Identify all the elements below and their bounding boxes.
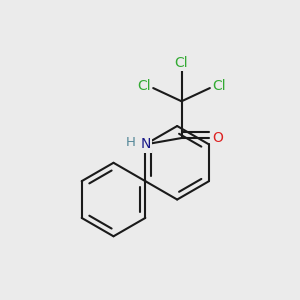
Text: O: O <box>212 131 223 145</box>
Text: Cl: Cl <box>175 56 188 70</box>
Text: H: H <box>126 136 136 149</box>
Text: Cl: Cl <box>137 80 150 94</box>
Text: Cl: Cl <box>213 80 226 94</box>
Text: N: N <box>140 137 151 152</box>
